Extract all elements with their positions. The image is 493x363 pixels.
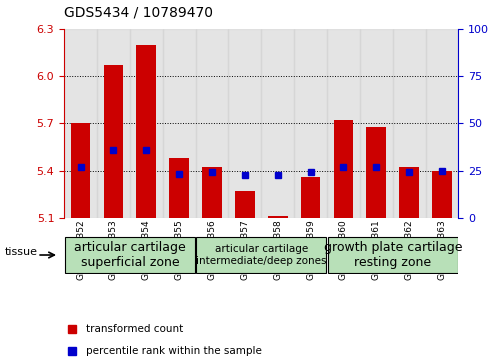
Bar (360, 29, 393, 218)
Bar (70, 123, 90, 218)
Bar (301, 177, 320, 218)
Bar (432, 171, 452, 218)
Text: tissue: tissue (5, 247, 38, 257)
Bar (327, 29, 360, 218)
Bar (97, 29, 130, 218)
Bar (228, 29, 261, 218)
Bar (399, 167, 419, 218)
Bar (202, 167, 222, 218)
Text: transformed count: transformed count (86, 325, 183, 334)
Text: percentile rank within the sample: percentile rank within the sample (86, 346, 262, 356)
Text: growth plate cartilage
resting zone: growth plate cartilage resting zone (323, 241, 462, 269)
Bar (235, 191, 255, 218)
Text: GDS5434 / 10789470: GDS5434 / 10789470 (64, 6, 213, 20)
Bar (425, 29, 458, 218)
Bar (366, 127, 386, 218)
Bar (169, 158, 189, 218)
Bar (130, 29, 163, 218)
FancyBboxPatch shape (196, 237, 326, 273)
Bar (196, 29, 228, 218)
Bar (163, 29, 196, 218)
Text: articular cartilage
intermediate/deep zones: articular cartilage intermediate/deep zo… (196, 244, 326, 266)
Bar (334, 120, 353, 218)
Bar (268, 216, 287, 218)
Text: articular cartilage
superficial zone: articular cartilage superficial zone (74, 241, 186, 269)
Bar (104, 65, 123, 218)
Bar (64, 29, 97, 218)
Bar (393, 29, 425, 218)
Bar (261, 29, 294, 218)
FancyBboxPatch shape (328, 237, 458, 273)
Bar (137, 45, 156, 218)
Bar (294, 29, 327, 218)
FancyBboxPatch shape (65, 237, 195, 273)
